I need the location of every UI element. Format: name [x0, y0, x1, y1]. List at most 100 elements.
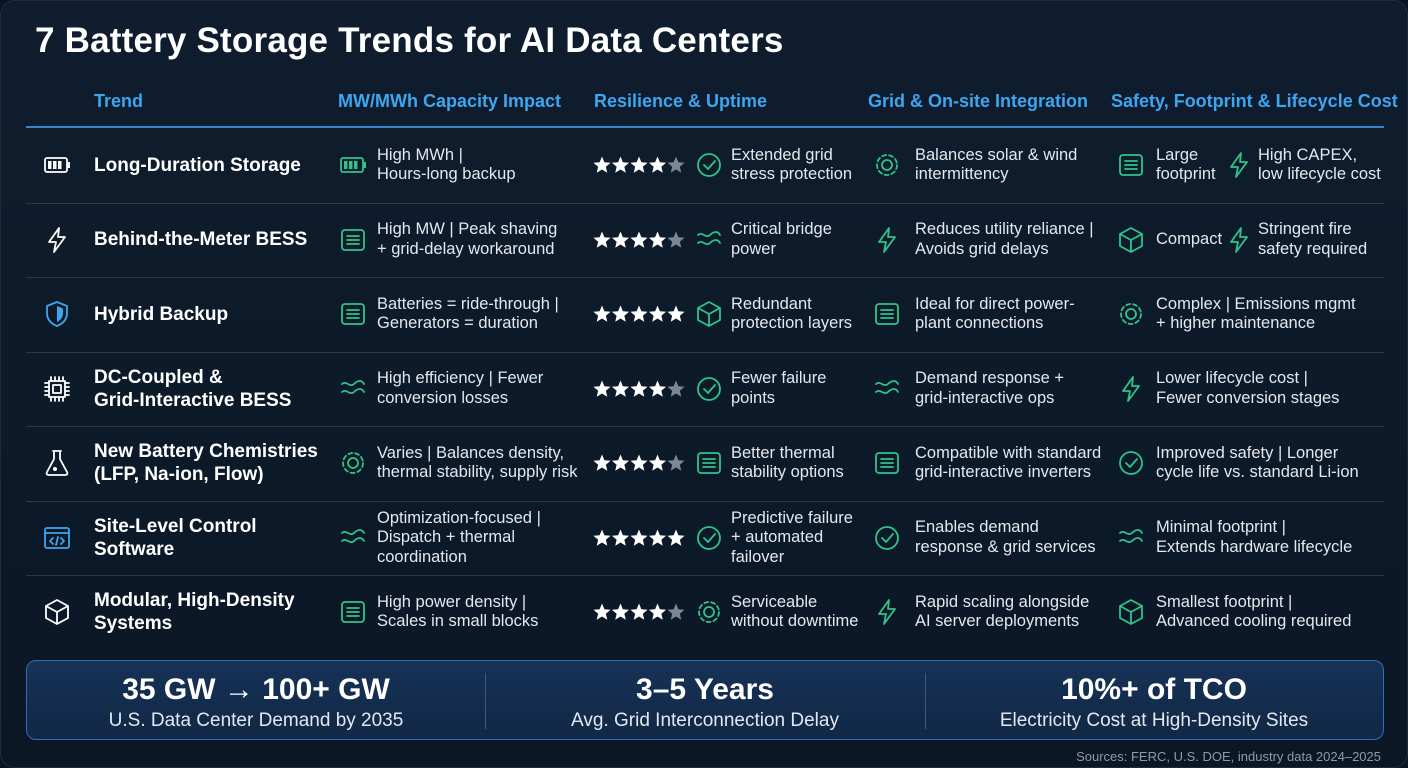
safety-text: Smallest footprint | Advanced cooling re… [1156, 592, 1352, 631]
star [648, 603, 667, 621]
grid-text: Ideal for direct power- plant connection… [915, 294, 1075, 333]
icon [41, 298, 73, 330]
stats-divider [485, 673, 486, 729]
icon-graphic [1120, 303, 1142, 326]
safety-text: Lower lifecycle cost | Fewer conversion … [1156, 369, 1340, 407]
icon [871, 298, 903, 330]
star [611, 305, 630, 323]
capacity-text: High efficiency | Fewer conversion losse… [377, 369, 544, 407]
grid-text: Rapid scaling alongside AI server deploy… [915, 592, 1090, 631]
icon [693, 373, 725, 405]
icon [337, 522, 369, 554]
icon-graphic [875, 525, 899, 550]
icon-graphic [341, 228, 365, 251]
icon [1115, 373, 1147, 405]
icon-graphic [1230, 226, 1248, 253]
grid-text: Reduces utility reliance | Avoids grid d… [915, 220, 1094, 258]
stat: 10%+ of TCO Electricity Cost at High-Dens… [934, 673, 1374, 733]
trend-name: Behind-the-Meter BESS [94, 229, 308, 251]
resilience-text: Better thermal stability options [731, 443, 844, 482]
icon [1115, 522, 1147, 554]
grid-text: Enables demand response & grid services [915, 518, 1096, 556]
icon [871, 149, 903, 181]
star [648, 454, 667, 472]
icon [1115, 149, 1147, 181]
star [593, 231, 611, 248]
star [630, 603, 648, 621]
rating [593, 453, 687, 473]
header-rule [26, 126, 1384, 128]
safety-text: Improved safety | Longer cycle life vs. … [1156, 443, 1359, 482]
star [593, 305, 611, 323]
star [667, 603, 685, 621]
row-divider [26, 500, 1384, 502]
rating-stars [593, 380, 685, 397]
star [593, 529, 611, 546]
star [648, 231, 667, 248]
stat-headline: 3–5 Years [636, 673, 774, 706]
star [611, 231, 630, 248]
icon [1115, 596, 1147, 628]
icon [1223, 149, 1255, 181]
rating [593, 230, 687, 250]
rating-stars [593, 603, 685, 621]
row-divider [26, 351, 1384, 353]
icon [337, 596, 369, 628]
capacity-text: Varies | Balances density, thermal stabi… [377, 443, 578, 482]
rating-stars [593, 454, 685, 472]
icon-graphic [878, 599, 896, 626]
sources: Sources: FERC, U.S. DOE, industry data 2… [1076, 749, 1381, 764]
icon [871, 522, 903, 554]
icon [337, 224, 369, 256]
icon [337, 373, 369, 405]
star [667, 454, 685, 472]
star [648, 529, 667, 546]
icon-graphic [341, 303, 365, 326]
icon-graphic [1119, 451, 1143, 476]
icon-graphic [341, 379, 365, 394]
star [593, 380, 611, 397]
trend-name: New Battery Chemistries (LFP, Na-ion, Fl… [94, 441, 318, 486]
trend-name: Modular, High-Density Systems [94, 590, 295, 635]
row-divider [26, 575, 1384, 576]
resilience-text: Fewer failure points [731, 369, 827, 407]
icon [693, 596, 725, 628]
icon-graphic [697, 525, 721, 550]
icon-graphic [697, 301, 721, 328]
safety-text: Compact [1156, 230, 1223, 248]
icon [1115, 447, 1147, 479]
column-header: Trend [94, 91, 144, 111]
resilience-text: Critical bridge power [731, 220, 832, 258]
star [611, 454, 630, 472]
icon [1115, 298, 1147, 330]
icon [41, 373, 73, 405]
icon-graphic [48, 226, 66, 253]
icon-graphic [1119, 154, 1143, 177]
icon [337, 298, 369, 330]
rating-stars [593, 305, 685, 323]
icon [871, 596, 903, 628]
column-header: Grid & On-site Integration [868, 91, 1089, 111]
icon-graphic [697, 452, 721, 475]
row-divider [26, 202, 1384, 204]
resilience-text: Serviceable without downtime [731, 592, 859, 631]
trend-name: DC-Coupled & Grid-Interactive BESS [94, 366, 292, 411]
icon-graphic [875, 452, 899, 475]
safety-text: High CAPEX, low lifecycle cost [1258, 145, 1381, 184]
icon [1115, 224, 1147, 256]
icon-graphic [698, 601, 720, 624]
safety-text: Complex | Emissions mgmt + higher mainte… [1156, 294, 1356, 333]
stat-caption: Avg. Grid Interconnection Delay [571, 710, 839, 731]
star [611, 529, 630, 546]
icon [693, 149, 725, 181]
rating-stars [593, 529, 685, 546]
column-header: MW/MWh Capacity Impact [338, 91, 562, 111]
stat-headline: 10%+ of TCO [1061, 673, 1247, 706]
star [593, 454, 611, 472]
trend-name: Long-Duration Storage [94, 154, 301, 176]
icon [337, 447, 369, 479]
star [611, 380, 630, 397]
icon-graphic [876, 154, 898, 177]
icon-graphic [45, 450, 69, 477]
